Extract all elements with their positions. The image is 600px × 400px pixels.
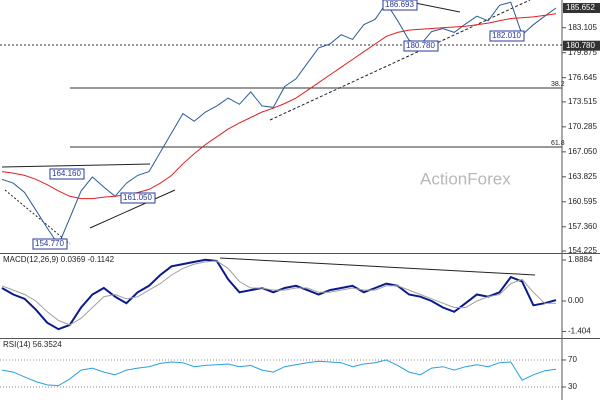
annotation-box	[403, 40, 439, 52]
y-tick-label: 160.595	[568, 197, 597, 206]
annotation: 164.160	[52, 169, 81, 178]
y-tick-label: 183.105	[568, 23, 597, 32]
series-line	[1, 1, 557, 247]
annotation: 180.780	[406, 41, 435, 50]
y-tick-label: 176.645	[568, 73, 597, 82]
y-tick-label: 154.225	[568, 246, 597, 255]
annotation: 186.693	[385, 0, 414, 9]
y-tick-label: 167.050	[568, 147, 597, 156]
y-tick-label: 70	[568, 355, 577, 364]
annotation: 154.770	[35, 239, 64, 248]
annotation-box	[120, 192, 156, 204]
price-label-box	[563, 40, 600, 51]
y-tick-label: 1.8884	[568, 255, 593, 264]
annotation-box	[489, 30, 525, 42]
y-tick-label: 163.825	[568, 172, 597, 181]
panel-title: MACD(12,26,9) 0.0369 -0.1142	[3, 255, 115, 264]
y-tick-label: 179.875	[568, 48, 597, 57]
price-label: 180.780	[566, 41, 595, 50]
annotation: 182.010	[492, 31, 521, 40]
price-label: 185.652	[566, 3, 595, 12]
annotation-box	[382, 0, 418, 11]
annotation-box	[49, 168, 85, 180]
series-line	[1, 359, 557, 387]
panel-title: RSI(14) 56.3524	[3, 340, 62, 349]
y-tick-label: 173.515	[568, 97, 597, 106]
drawings	[0, 0, 562, 276]
annotation-box	[32, 238, 68, 250]
fib-label: 61.8	[551, 140, 565, 147]
watermark: ActionForex	[420, 169, 511, 188]
series-line	[1, 13, 557, 200]
y-tick-label: -1.404	[568, 327, 591, 336]
y-tick-label: 157.360	[568, 222, 597, 231]
annotation: 161.050	[123, 193, 152, 202]
y-tick-label: 0.00	[568, 296, 584, 305]
series-line	[1, 260, 557, 326]
y-tick-label: 170.285	[568, 122, 597, 131]
y-tick-label: 30	[568, 382, 577, 391]
fib-label: 38.2	[551, 81, 565, 88]
price-label-box	[563, 3, 600, 14]
